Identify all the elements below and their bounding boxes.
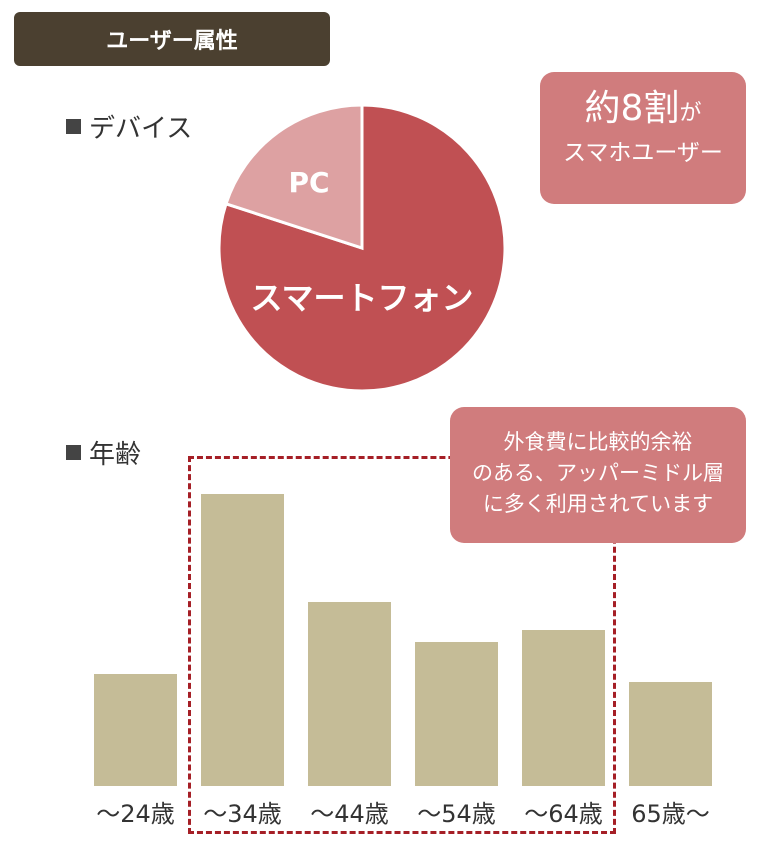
square-bullet-icon <box>66 119 81 134</box>
x-tick-label-2: ～44歳 <box>310 800 389 828</box>
x-tick-label-5: 65歳～ <box>631 800 710 828</box>
bar-2 <box>308 602 391 786</box>
callout-main-text: 約8割 <box>584 88 680 129</box>
pie-label-smartphone: スマートフォン <box>250 279 473 317</box>
section-title-banner: ユーザー属性 <box>14 12 330 66</box>
device-section-label: デバイス <box>66 108 192 145</box>
bar-1 <box>201 494 284 786</box>
smartphone-share-callout: 約8割が スマホユーザー <box>540 72 746 204</box>
highlight-dashed-box <box>188 456 616 834</box>
bar-4 <box>522 630 605 786</box>
bar-5 <box>629 682 712 786</box>
target-callout-line-1: 外食費に比較的余裕 <box>503 430 693 454</box>
pie-label-pc: PC <box>288 166 329 199</box>
square-bullet-icon <box>66 445 81 460</box>
device-label-text: デバイス <box>89 114 193 144</box>
section-title: ユーザー属性 <box>106 29 238 54</box>
target-callout-line-2: のある、アッパーミドル層 <box>472 461 724 485</box>
age-label-text: 年齢 <box>89 440 142 470</box>
x-tick-label-0: ～24歳 <box>96 800 175 828</box>
callout-sub-text: スマホユーザー <box>563 140 723 166</box>
x-tick-label-3: ～54歳 <box>417 800 496 828</box>
callout-suffix-text: が <box>679 101 702 126</box>
target-callout-line-3: に多く利用されています <box>482 492 714 516</box>
bar-3 <box>415 642 498 786</box>
pie-slice-pc <box>224 103 364 251</box>
bar-0 <box>94 674 177 786</box>
age-section-label: 年齢 <box>66 434 141 471</box>
x-tick-label-1: ～34歳 <box>203 800 282 828</box>
target-user-callout: 外食費に比較的余裕 のある、アッパーミドル層 に多く利用されています <box>450 407 746 543</box>
x-tick-label-4: ～64歳 <box>524 800 603 828</box>
